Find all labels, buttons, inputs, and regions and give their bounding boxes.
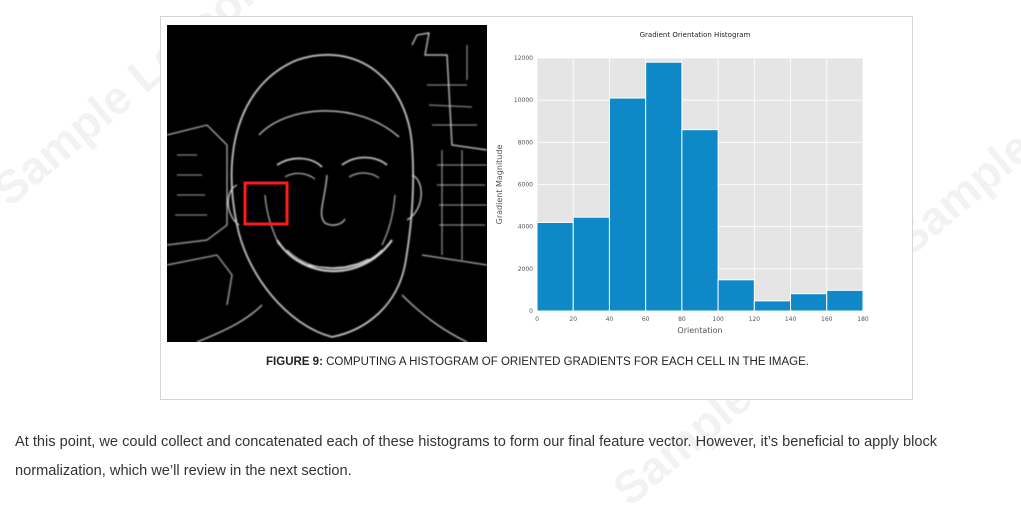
- x-tick-label: 100: [712, 316, 724, 323]
- figure-caption: FIGURE 9: COMPUTING A HISTOGRAM OF ORIEN…: [215, 355, 860, 369]
- histogram-bar: [645, 61, 683, 312]
- x-tick-label: 60: [642, 316, 650, 323]
- histogram-bar: [753, 300, 792, 312]
- y-tick-label: 8000: [518, 139, 533, 146]
- y-tick-label: 6000: [518, 182, 533, 189]
- highlighted-cell-box: [243, 181, 289, 226]
- y-axis-label: Gradient Magnitude: [495, 145, 504, 225]
- y-ticks: 0 2000 4000 6000 8000 10000 12000: [514, 55, 533, 315]
- x-tick-label: 120: [749, 316, 761, 323]
- y-tick-label: 2000: [518, 266, 533, 273]
- histogram-bar: [536, 221, 574, 312]
- histogram-bar: [826, 289, 864, 312]
- histogram-chart: Gradient Orientation Histogram 0 2000 4000…: [490, 25, 880, 343]
- histogram-bar: [681, 129, 719, 312]
- histogram-bar: [790, 293, 828, 312]
- x-tick-label: 0: [535, 316, 539, 323]
- histogram-svg: Gradient Orientation Histogram 020004000…: [495, 31, 869, 335]
- y-tick-label: 0: [529, 308, 533, 315]
- x-axis-label: Orientation: [677, 326, 722, 335]
- histogram-bar: [717, 279, 755, 312]
- body-paragraph: At this point, we could collect and conc…: [15, 434, 938, 479]
- chart-title: Gradient Orientation Histogram: [640, 31, 751, 39]
- caption-text: COMPUTING A HISTOGRAM OF ORIENTED GRADIE…: [322, 356, 809, 368]
- x-ticks: 0 20 40 60 80 100 120 140 160 180: [535, 316, 869, 323]
- gradient-image-drawing: [167, 32, 487, 342]
- x-tick-label: 80: [678, 316, 686, 323]
- gradient-magnitude-image: [167, 25, 487, 342]
- caption-label: FIGURE 9:: [266, 356, 323, 368]
- y-tick-label: 4000: [518, 224, 533, 231]
- bars: [536, 61, 864, 312]
- y-tick-label: 12000: [514, 55, 533, 62]
- histogram-bar: [608, 97, 647, 312]
- x-tick-label: 140: [785, 316, 797, 323]
- histogram-bar: [572, 216, 610, 312]
- y-tick-label: 10000: [514, 97, 533, 104]
- x-tick-label: 40: [606, 316, 614, 323]
- x-tick-label: 20: [569, 316, 577, 323]
- x-tick-label: 160: [821, 316, 833, 323]
- x-tick-label: 180: [857, 316, 869, 323]
